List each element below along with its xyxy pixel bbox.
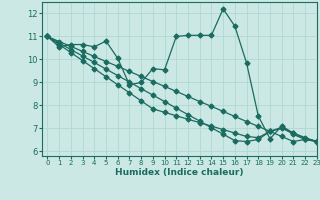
X-axis label: Humidex (Indice chaleur): Humidex (Indice chaleur) <box>115 168 244 177</box>
